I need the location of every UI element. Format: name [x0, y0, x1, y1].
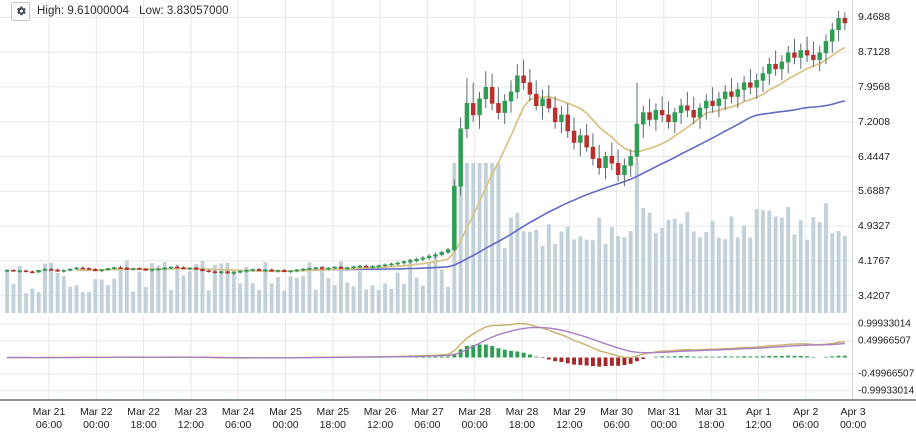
gear-icon[interactable]	[11, 1, 30, 21]
x-tick-date: Mar 29	[552, 406, 586, 418]
x-tick-time: 12:00	[745, 418, 772, 431]
high-value: 9.61000004	[67, 5, 130, 17]
x-axis-tick: Mar 31 00:00	[648, 406, 681, 431]
x-axis-tick: Mar 22 00:00	[80, 406, 113, 431]
x-axis: Mar 21 06:00 Mar 22 00:00 Mar 22 18:00 Mar 23 1…	[0, 400, 916, 435]
x-tick-date: Apr 3	[840, 406, 866, 418]
high-label: High:	[37, 5, 65, 17]
x-axis-tick: Mar 31 18:00	[695, 406, 728, 431]
x-tick-date: Mar 27	[411, 406, 444, 418]
x-axis-tick: Mar 22 18:00	[127, 406, 160, 431]
x-tick-time: 06:00	[225, 418, 252, 431]
x-tick-date: Mar 28	[505, 406, 539, 418]
x-tick-date: Mar 31	[647, 406, 681, 418]
price-y-tick: 7.2008	[858, 115, 891, 128]
x-tick-time: 18:00	[508, 418, 536, 431]
price-y-tick: 4.1767	[858, 254, 891, 267]
x-tick-date: Mar 26	[363, 406, 397, 418]
macd-y-tick: -0.99933014	[858, 385, 915, 397]
chart-header: High: 9.61000004 Low: 3.83057000	[0, 0, 916, 22]
x-axis-tick: Mar 25 18:00	[316, 406, 349, 431]
macd-y-tick: -0.49966507	[858, 368, 915, 380]
x-tick-date: Mar 22	[79, 406, 113, 418]
macd-y-tick: 0.49966507	[858, 335, 911, 347]
x-tick-date: Mar 25	[269, 406, 302, 418]
x-tick-time: 00:00	[650, 418, 678, 431]
price-plot	[0, 0, 852, 313]
price-y-tick: 9.4688	[858, 11, 891, 24]
x-axis-separator	[0, 399, 916, 401]
x-tick-time: 18:00	[319, 418, 346, 431]
x-tick-date: Mar 23	[174, 406, 208, 418]
axis-divider	[852, 0, 853, 399]
x-tick-time: 00:00	[83, 418, 110, 431]
price-y-tick: 3.4207	[858, 289, 891, 302]
x-tick-time: 12:00	[556, 418, 583, 431]
x-tick-time: 18:00	[698, 418, 725, 431]
x-tick-date: Mar 28	[458, 406, 492, 418]
x-tick-time: 12:00	[177, 418, 205, 431]
price-y-axis: 9.4688 8.7128 7.9568 7.2008 6.4447 5.6887 4.93…	[852, 0, 916, 313]
x-tick-time: 06:00	[35, 418, 63, 431]
macd-y-axis: 0.99933014 0.49966507 -0.49966507 -0.999330…	[852, 316, 916, 399]
price-panel	[0, 0, 852, 313]
macd-y-tick: 0.99933014	[858, 318, 911, 330]
x-tick-date: Mar 21	[32, 406, 66, 418]
x-axis-tick: Mar 27 06:00	[411, 406, 444, 431]
x-tick-time: 06:00	[603, 418, 630, 431]
x-tick-time: 18:00	[130, 418, 157, 431]
low-label: Low:	[139, 5, 164, 17]
x-tick-date: Mar 25	[316, 406, 350, 418]
x-tick-time: 06:00	[414, 418, 441, 431]
x-axis-tick: Apr 2 06:00	[793, 406, 819, 431]
macd-plot	[0, 316, 852, 399]
price-y-tick: 5.6887	[858, 185, 891, 198]
x-axis-tick: Mar 21 06:00	[33, 406, 66, 431]
x-axis-tick: Mar 23 12:00	[175, 406, 208, 431]
x-tick-date: Mar 30	[600, 406, 633, 418]
x-axis-tick: Mar 24 06:00	[222, 406, 255, 431]
x-axis-tick: Apr 3 00:00	[840, 406, 866, 431]
x-axis-tick: Mar 30 06:00	[600, 406, 633, 431]
x-tick-date: Mar 31	[694, 406, 728, 418]
x-axis-tick: Apr 1 12:00	[745, 406, 771, 431]
low-value: 3.83057000	[166, 5, 229, 17]
x-tick-date: Mar 22	[127, 406, 160, 418]
x-tick-time: 00:00	[272, 418, 299, 431]
x-tick-date: Mar 24	[221, 406, 255, 418]
x-tick-date: Apr 2	[793, 406, 819, 418]
x-axis-tick: Mar 25 00:00	[269, 406, 302, 431]
x-axis-tick: Mar 26 12:00	[364, 406, 397, 431]
price-y-tick: 4.9327	[858, 220, 891, 233]
x-tick-time: 00:00	[461, 418, 488, 431]
macd-panel	[0, 316, 852, 399]
x-tick-time: 12:00	[366, 418, 394, 431]
x-tick-time: 06:00	[792, 418, 819, 431]
x-tick-time: 00:00	[839, 418, 867, 431]
x-axis-tick: Mar 28 18:00	[506, 406, 539, 431]
x-axis-tick: Mar 28 00:00	[458, 406, 491, 431]
price-y-tick: 7.9568	[858, 80, 891, 93]
price-y-tick: 6.4447	[858, 150, 891, 163]
x-axis-tick: Mar 29 12:00	[553, 406, 586, 431]
x-tick-date: Apr 1	[745, 406, 772, 418]
price-y-tick: 8.7128	[858, 46, 891, 59]
